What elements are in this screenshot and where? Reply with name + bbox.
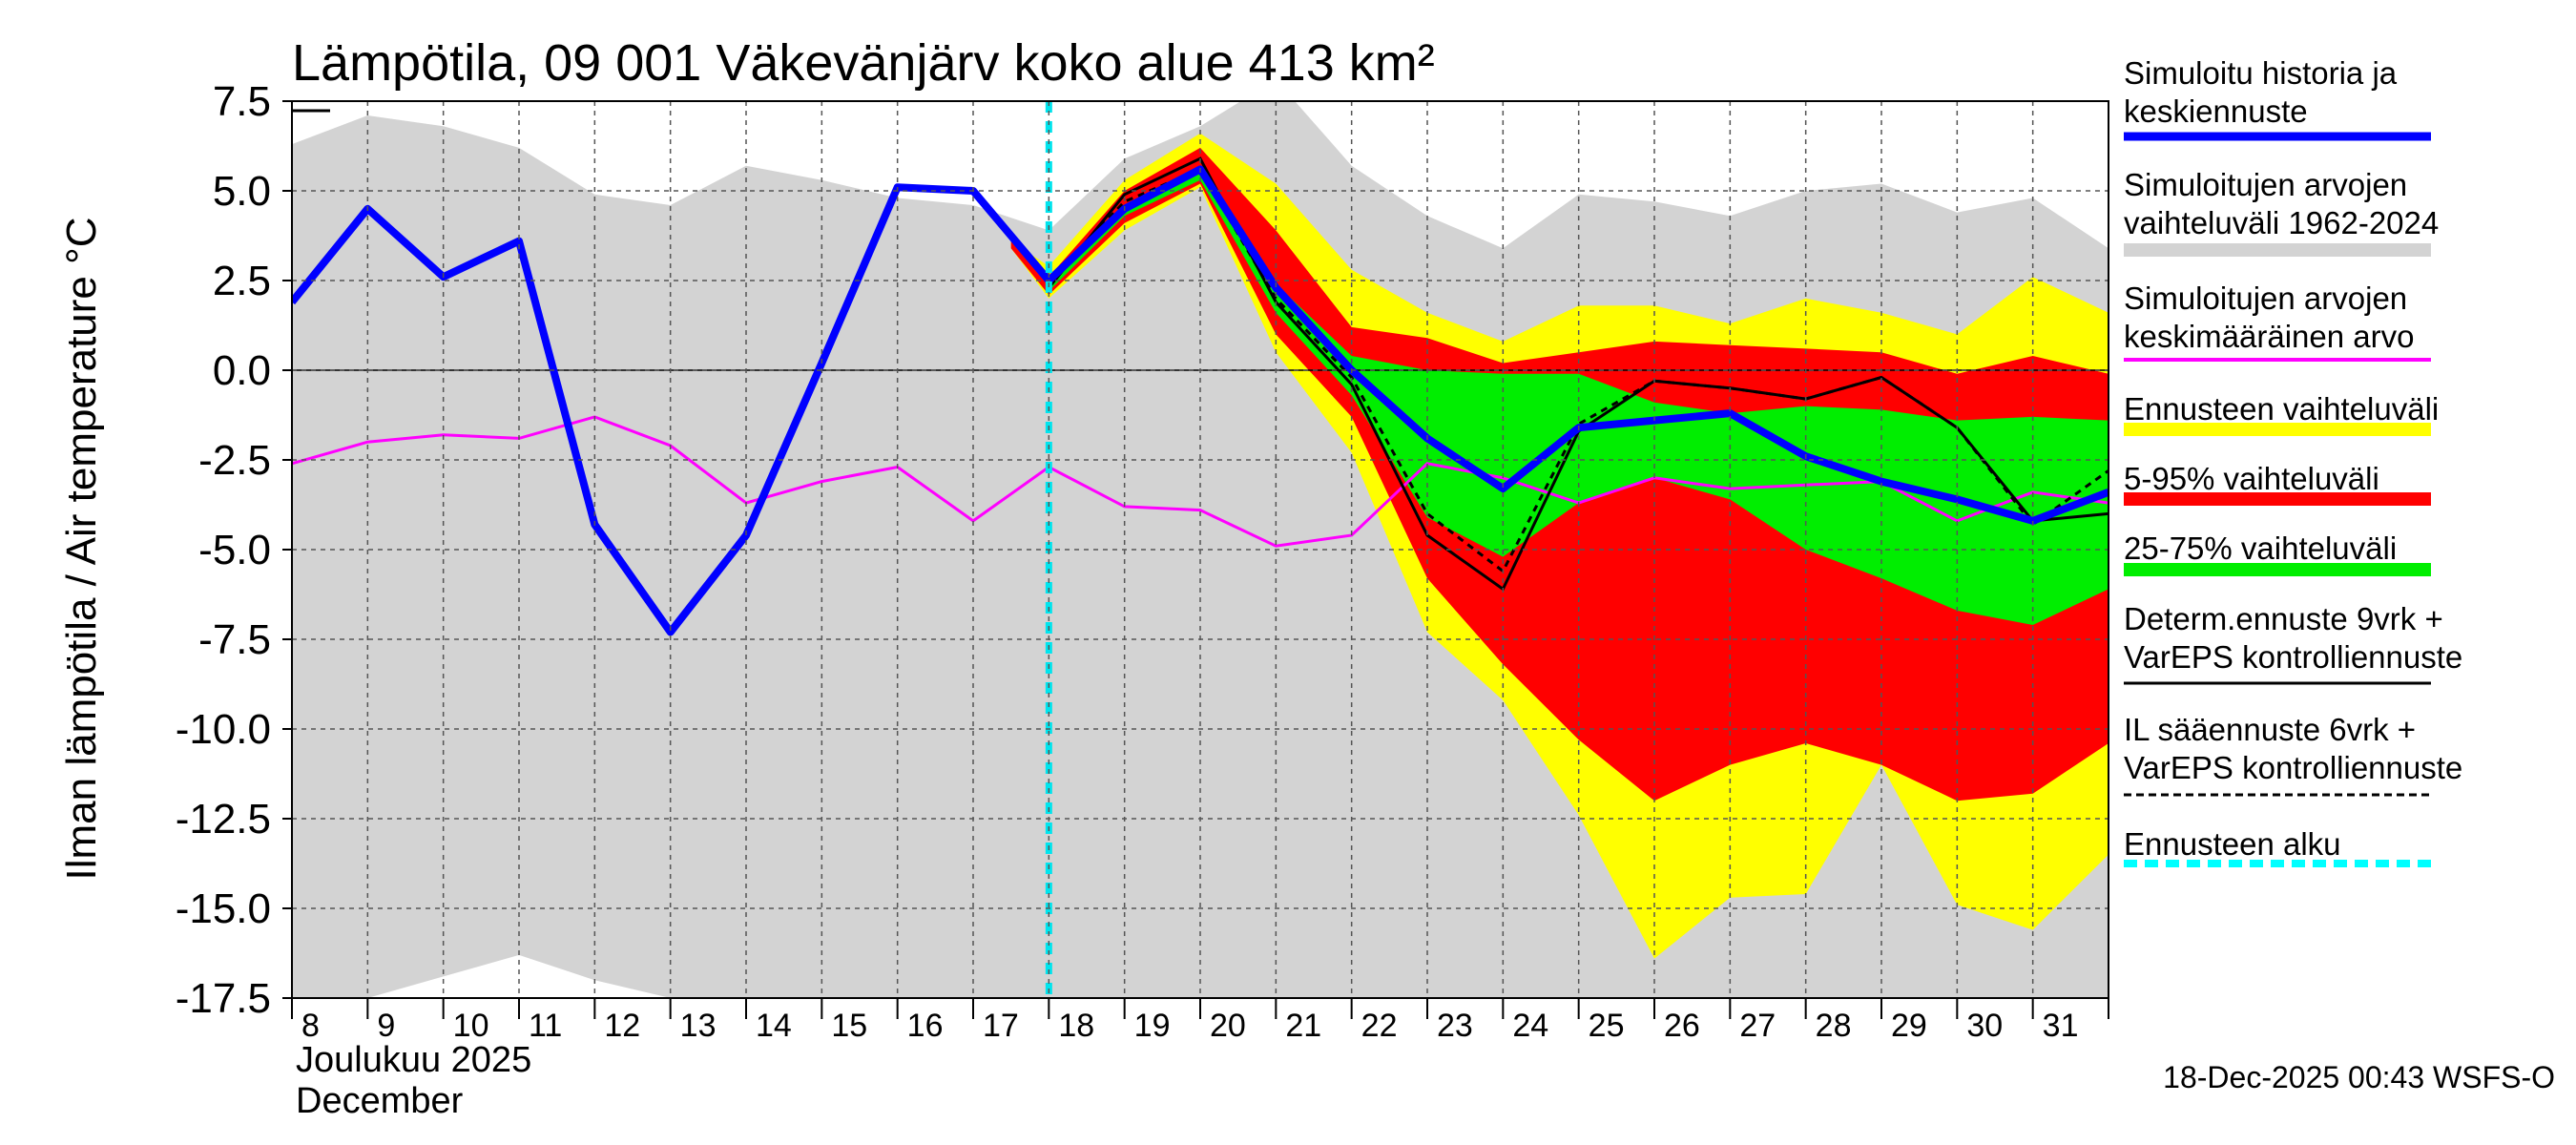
- y-tick-label: -7.5: [198, 616, 271, 663]
- legend-label: Determ.ennuste 9vrk + VarEPS kontrollienn…: [2124, 601, 2462, 675]
- legend-label: Ennusteen alku: [2124, 826, 2341, 862]
- x-tick-label: 23: [1437, 1008, 1473, 1044]
- y-tick-label: -10.0: [176, 706, 271, 753]
- x-tick-label: 24: [1512, 1008, 1548, 1044]
- x-tick-label: 22: [1361, 1008, 1398, 1044]
- x-tick-label: 9: [377, 1008, 395, 1044]
- x-tick-label: 18: [1058, 1008, 1094, 1044]
- x-tick-label: 16: [907, 1008, 944, 1044]
- x-tick-label: 25: [1589, 1008, 1625, 1044]
- timestamp: 18-Dec-2025 00:43 WSFS-O: [2163, 1060, 2555, 1094]
- legend-label-line: Simuloitujen arvojen: [2124, 281, 2407, 316]
- month-label-en: December: [296, 1081, 464, 1121]
- x-tick-label: 20: [1210, 1008, 1246, 1044]
- x-tick-label: 17: [983, 1008, 1019, 1044]
- x-tick-label: 12: [604, 1008, 640, 1044]
- x-tick-label: 31: [2043, 1008, 2079, 1044]
- y-tick-label: 2.5: [213, 258, 271, 304]
- y-tick-label: -15.0: [176, 885, 271, 932]
- x-tick-label: 30: [1966, 1008, 2003, 1044]
- y-tick-label: 7.5: [213, 78, 271, 125]
- legend-label-line: keskiennuste: [2124, 94, 2308, 129]
- legend: Simuloitu historia ja keskiennusteSimuloi…: [2124, 55, 2462, 867]
- y-tick-label: -2.5: [198, 437, 271, 484]
- x-tick-label: 29: [1891, 1008, 1927, 1044]
- legend-label-line: VarEPS kontrolliennuste: [2124, 639, 2462, 675]
- x-tick-label: 14: [756, 1008, 792, 1044]
- x-tick-label: 27: [1739, 1008, 1776, 1044]
- y-tick-label: -12.5: [176, 796, 271, 843]
- legend-label-line: keskimääräinen arvo: [2124, 319, 2414, 354]
- legend-label-line: Determ.ennuste 9vrk +: [2124, 601, 2443, 636]
- x-tick-label: 28: [1816, 1008, 1852, 1044]
- x-tick-label: 10: [453, 1008, 489, 1044]
- axes: 7.5 5.0 2.5 0.0 -2.5 -5.0 -7.5 -10.0 -12.5 -15.0 -…: [176, 78, 2109, 1044]
- legend-label: Simuloitujen arvojen keskimääräinen arvo: [2124, 281, 2414, 354]
- month-label-fi: Joulukuu 2025: [296, 1040, 531, 1080]
- x-tick-label: 11: [529, 1008, 562, 1044]
- x-tick-label: 19: [1134, 1008, 1171, 1044]
- y-tick-label: -17.5: [176, 975, 271, 1022]
- legend-label: 5-95% vaihteluväli: [2124, 461, 2379, 496]
- legend-label-line: VarEPS kontrolliennuste: [2124, 750, 2462, 785]
- legend-label: 25-75% vaihteluväli: [2124, 531, 2397, 566]
- legend-label-line: IL sääennuste 6vrk +: [2124, 712, 2416, 747]
- legend-label: Simuloitu historia ja keskiennuste: [2124, 55, 2398, 129]
- range-25-75-band: [1049, 165, 2109, 625]
- chart-title: Lämpötila, 09 001 Väkevänjärv koko alue …: [292, 34, 1435, 92]
- y-tick-label: 5.0: [213, 168, 271, 215]
- x-tick-label: 21: [1285, 1008, 1321, 1044]
- legend-label: IL sääennuste 6vrk + VarEPS kontrolliennu…: [2124, 712, 2462, 785]
- legend-label: Ennusteen vaihteluväli: [2124, 391, 2439, 427]
- legend-label: Simuloitujen arvojen vaihteluväli 1962-20…: [2124, 167, 2439, 240]
- y-tick-label: -5.0: [198, 527, 271, 573]
- x-tick-label: 13: [680, 1008, 717, 1044]
- legend-label-line: Simuloitu historia ja: [2124, 55, 2398, 91]
- y-tick-label: 0.0: [213, 347, 271, 394]
- grid: [292, 101, 2109, 998]
- x-tick-label: 8: [301, 1008, 320, 1044]
- x-tick-label: 26: [1664, 1008, 1700, 1044]
- legend-label-line: Simuloitujen arvojen: [2124, 167, 2407, 202]
- legend-label-line: vaihteluväli 1962-2024: [2124, 205, 2439, 240]
- y-axis-label: Ilman lämpötila / Air temperature °C: [58, 218, 105, 881]
- x-tick-label: 15: [831, 1008, 867, 1044]
